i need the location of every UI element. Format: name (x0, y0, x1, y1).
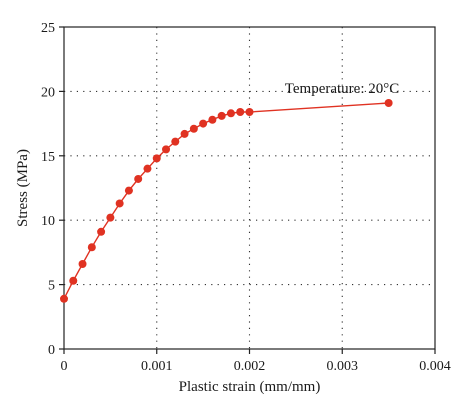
data-point (115, 199, 124, 208)
data-point (171, 137, 180, 146)
data-point (60, 294, 68, 303)
x-tick-label: 0.003 (327, 359, 359, 374)
data-point (199, 119, 208, 128)
y-tick-label: 0 (48, 343, 55, 358)
y-tick-labels: 0 5 10 15 20 25 (41, 21, 55, 358)
y-tick-label: 15 (41, 150, 55, 165)
x-tick-label: 0.002 (234, 359, 266, 374)
data-point (189, 124, 198, 133)
y-tick-label: 10 (41, 214, 55, 229)
data-point (87, 243, 96, 252)
data-point (78, 259, 87, 268)
data-point (124, 186, 133, 195)
grid (64, 27, 435, 349)
data-point (134, 174, 143, 183)
x-axis-label: Plastic strain (mm/mm) (179, 379, 321, 395)
temperature-annotation: Temperature: 20°C (285, 81, 400, 97)
data-point (208, 115, 217, 124)
x-tick-labels: 0 0.001 0.002 0.003 0.004 (61, 359, 451, 374)
x-tick-label: 0.004 (419, 359, 451, 374)
data-point (152, 154, 161, 163)
data-point (217, 111, 226, 120)
data-point (106, 213, 115, 222)
series-line (63, 102, 389, 300)
data-point (162, 145, 171, 154)
data-point (143, 164, 152, 173)
data-point (245, 108, 254, 117)
data-point (226, 109, 235, 118)
data-point (180, 129, 189, 138)
y-axis-label: Stress (MPa) (15, 149, 31, 227)
x-tick-label: 0.001 (141, 359, 173, 374)
data-point (384, 98, 393, 107)
y-tick-label: 5 (48, 279, 55, 294)
x-tick-label: 0 (61, 359, 68, 374)
y-tick-label: 20 (41, 85, 55, 100)
y-tick-label: 25 (41, 21, 55, 36)
axis-ticks (59, 26, 436, 354)
series-group (60, 98, 393, 303)
data-point (236, 108, 245, 117)
data-point (69, 276, 78, 285)
data-point (97, 227, 106, 236)
